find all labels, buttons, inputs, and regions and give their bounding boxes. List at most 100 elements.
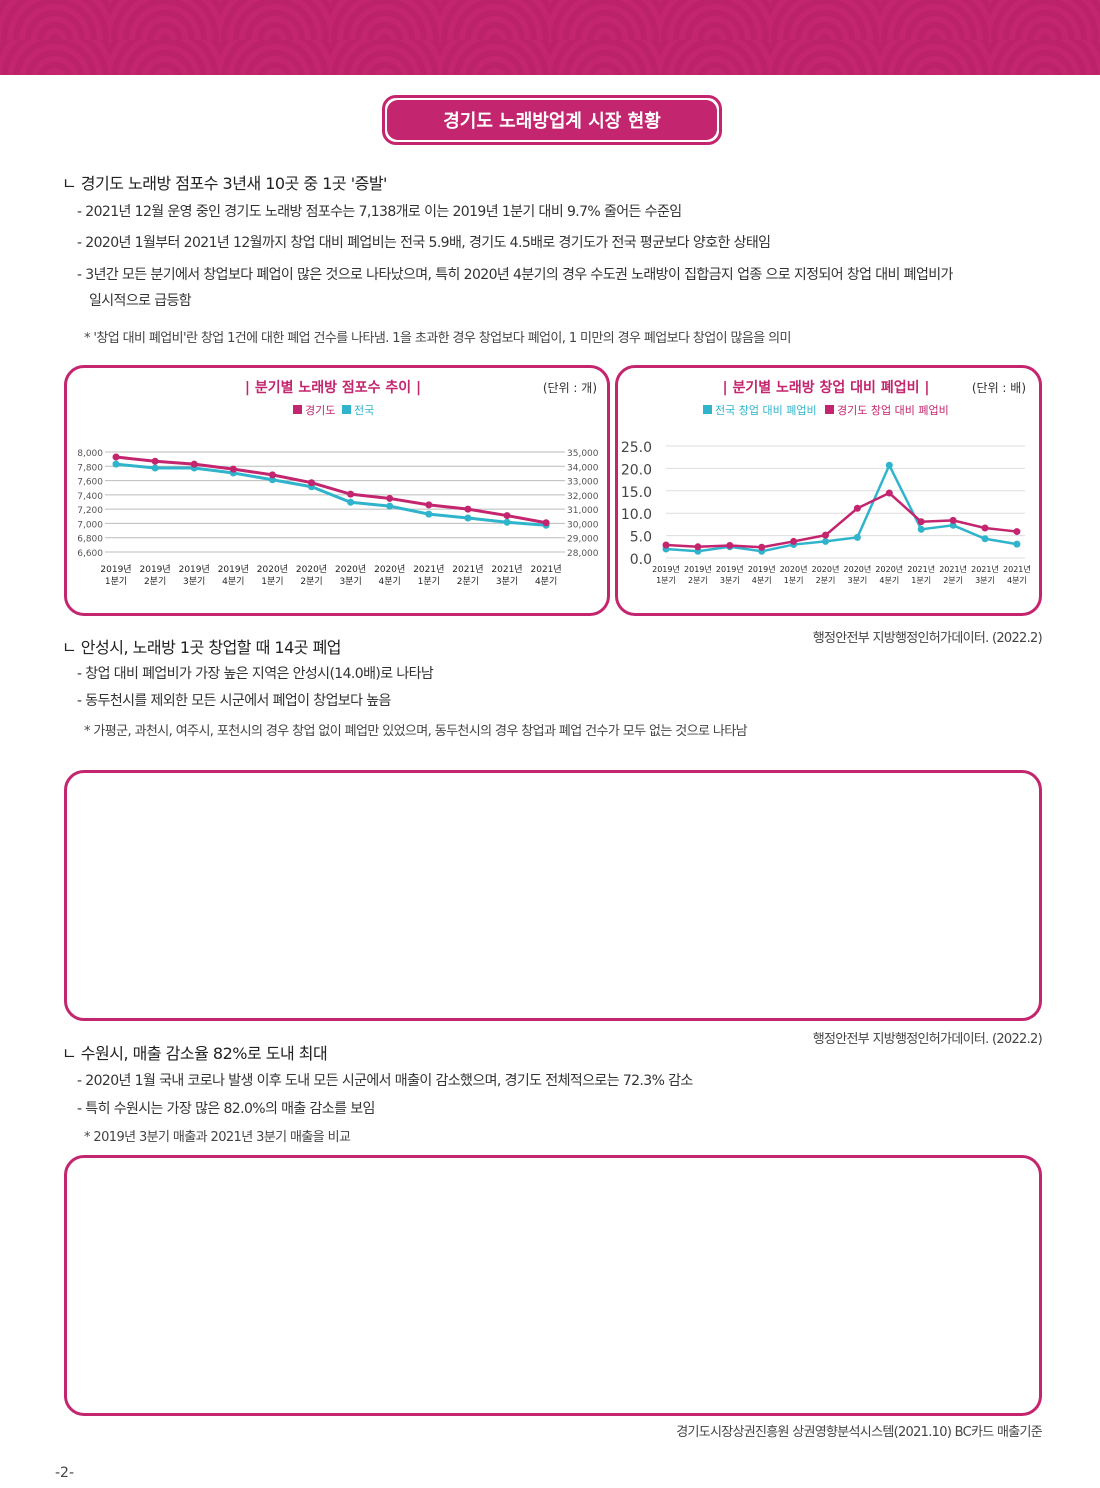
x-tick-label: 2020년	[875, 564, 903, 574]
x-tick-label: 1분기	[656, 576, 676, 585]
x-tick-label: 2021년	[452, 564, 483, 575]
y-tick-label: 7,000	[77, 520, 103, 530]
data-point	[758, 543, 766, 551]
source-text: 행정안전부 지방행정인허가데이터. (2022.2)	[812, 631, 1043, 646]
x-tick-label: 2021년	[531, 564, 562, 575]
x-tick-label: 2019년	[179, 564, 210, 575]
y2-tick-label: 35,000	[567, 449, 599, 459]
y2-tick-label: 28,000	[567, 549, 599, 559]
bullet: - 3년간 모든 분기에서 창업보다 폐업이 많은 것으로 나타났으며, 특히 …	[77, 267, 953, 283]
x-tick-label: 1분기	[784, 576, 804, 585]
y2-tick-label: 31,000	[567, 506, 599, 516]
y-tick-label: 5.0	[630, 530, 652, 546]
x-tick-label: 3분기	[975, 576, 995, 585]
data-point	[112, 460, 120, 468]
y-tick-label: 7,600	[77, 478, 103, 488]
x-tick-label: 4분기	[535, 576, 557, 587]
data-point	[347, 490, 355, 498]
x-tick-label: 3분기	[847, 576, 867, 585]
chart-box	[64, 770, 1042, 1021]
x-tick-label: 4분기	[222, 576, 244, 587]
data-point	[853, 533, 861, 541]
chart-box	[64, 1155, 1042, 1416]
data-point	[151, 464, 159, 472]
y-tick-label: 20.0	[621, 462, 652, 478]
chart-title: | 분기별 노래방 창업 대비 폐업비 |	[723, 379, 930, 396]
x-tick-label: 2019년	[684, 564, 712, 574]
x-tick-label: 2분기	[300, 576, 322, 587]
data-point	[229, 465, 237, 473]
y-tick-label: 8,000	[77, 449, 103, 459]
x-tick-label: 4분기	[752, 576, 772, 585]
data-point	[917, 518, 925, 526]
data-point	[949, 516, 957, 524]
x-tick-label: 2분기	[816, 576, 836, 585]
legend-label: 경기도	[305, 404, 335, 417]
x-tick-label: 2021년	[413, 564, 444, 575]
note: * 2019년 3분기 매출과 2021년 3분기 매출을 비교	[84, 1130, 351, 1145]
data-point	[464, 505, 472, 513]
data-point	[425, 510, 433, 518]
y2-tick-label: 29,000	[567, 535, 599, 545]
x-tick-label: 2020년	[296, 564, 327, 575]
x-tick-label: 2020년	[374, 564, 405, 575]
data-point	[308, 479, 315, 487]
x-tick-label: 2분기	[688, 576, 708, 585]
x-tick-label: 1분기	[911, 576, 931, 585]
x-tick-label: 2021년	[971, 564, 999, 574]
y-tick-label: 6,600	[77, 549, 103, 559]
data-point	[885, 461, 893, 469]
data-point	[386, 494, 394, 502]
bullet: - 창업 대비 폐업비가 가장 높은 지역은 안성시(14.0배)로 나타남	[77, 666, 434, 682]
data-point	[386, 502, 394, 510]
note: * '창업 대비 폐업비'란 창업 1건에 대한 폐업 건수를 나타냄. 1을 …	[84, 331, 791, 346]
data-point	[268, 476, 276, 484]
data-point	[790, 537, 798, 545]
x-tick-label: 2021년	[1003, 564, 1031, 574]
note: * 가평군, 과천시, 여주시, 포천시의 경우 창업 없이 폐업만 있었으며,…	[84, 724, 748, 739]
x-tick-label: 4분기	[879, 576, 899, 585]
data-point	[151, 457, 159, 465]
y2-tick-label: 32,000	[567, 492, 599, 502]
y2-tick-label: 30,000	[567, 520, 599, 530]
legend-swatch	[703, 405, 712, 414]
x-tick-label: 2021년	[907, 564, 935, 574]
legend-label: 전국 창업 대비 폐업비	[715, 404, 817, 417]
x-tick-label: 2020년	[257, 564, 288, 575]
source-text: 행정안전부 지방행정인허가데이터. (2022.2)	[812, 1032, 1043, 1047]
y-tick-label: 7,800	[77, 463, 103, 473]
data-point	[542, 519, 550, 527]
y-tick-label: 7,200	[77, 506, 103, 516]
data-point	[1013, 528, 1021, 536]
x-tick-label: 2019년	[652, 564, 680, 574]
x-tick-label: 2020년	[812, 564, 840, 574]
y-tick-label: 7,400	[77, 492, 103, 502]
data-point	[425, 501, 433, 509]
x-tick-label: 4분기	[379, 576, 401, 587]
data-point	[853, 504, 861, 512]
data-point	[503, 518, 511, 526]
data-point	[822, 531, 829, 539]
y-tick-label: 25.0	[621, 440, 652, 456]
data-point	[822, 537, 829, 545]
data-point	[885, 489, 893, 497]
x-tick-label: 2019년	[218, 564, 249, 575]
section-heading: ㄴ 수원시, 매출 감소율 82%로 도내 최대	[62, 1044, 328, 1063]
x-tick-label: 1분기	[418, 576, 440, 587]
data-point	[917, 525, 925, 533]
section-heading: ㄴ 경기도 노래방 점포수 3년새 10곳 중 1곳 '증발'	[62, 174, 387, 193]
y2-tick-label: 33,000	[567, 478, 599, 488]
data-point	[949, 521, 957, 529]
data-point	[347, 498, 355, 506]
data-point	[112, 453, 120, 461]
page-title: 경기도 노래방업계 시장 현황	[387, 100, 717, 140]
y-tick-label: 15.0	[621, 485, 652, 501]
legend-swatch	[293, 405, 302, 414]
x-tick-label: 3분기	[496, 576, 518, 587]
data-point	[503, 512, 511, 520]
title-badge: 경기도 노래방업계 시장 현황	[382, 95, 722, 145]
series-line	[115, 455, 547, 525]
y-tick-label: 6,800	[77, 535, 103, 545]
x-tick-label: 1분기	[105, 576, 127, 587]
unit-label: (단위 : 배)	[972, 381, 1026, 395]
